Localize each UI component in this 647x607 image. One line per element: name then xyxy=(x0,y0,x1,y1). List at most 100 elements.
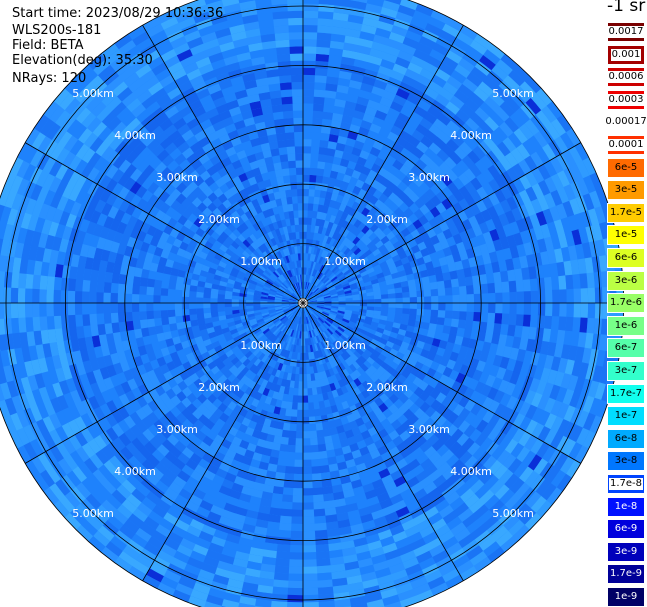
data-cell xyxy=(303,24,319,33)
data-cell xyxy=(600,318,610,336)
data-cell xyxy=(505,424,520,440)
data-cell xyxy=(306,373,312,382)
data-cell xyxy=(380,361,390,371)
data-cell xyxy=(316,280,323,288)
data-cell xyxy=(416,340,425,350)
data-cell xyxy=(519,255,529,269)
data-cell xyxy=(417,241,427,252)
data-cell xyxy=(403,158,416,171)
data-cell xyxy=(272,579,289,588)
data-cell xyxy=(535,265,545,279)
data-cell xyxy=(302,587,319,596)
data-cell xyxy=(297,395,303,403)
data-cell xyxy=(345,214,354,223)
data-cell xyxy=(389,348,399,357)
data-cell xyxy=(397,328,407,337)
data-cell xyxy=(571,229,582,246)
data-cell xyxy=(563,330,573,347)
data-cell xyxy=(307,275,311,283)
data-cell xyxy=(389,70,406,82)
data-cell xyxy=(347,262,355,270)
data-cell xyxy=(322,258,329,266)
data-cell xyxy=(361,352,370,361)
data-cell xyxy=(412,175,425,188)
data-cell xyxy=(438,62,455,77)
data-cell xyxy=(328,326,335,334)
data-cell xyxy=(366,153,378,164)
data-cell xyxy=(302,409,309,418)
data-cell xyxy=(464,181,477,195)
data-cell xyxy=(388,31,406,44)
data-cell xyxy=(68,314,77,328)
data-cell xyxy=(374,303,382,308)
data-cell xyxy=(273,572,289,581)
data-cell xyxy=(312,501,325,510)
data-cell xyxy=(11,271,20,289)
data-cell xyxy=(182,314,191,322)
data-cell xyxy=(340,121,352,131)
data-cell xyxy=(358,89,372,100)
data-cell xyxy=(96,280,105,293)
data-cell xyxy=(419,36,437,50)
data-cell xyxy=(420,349,430,359)
data-cell xyxy=(349,0,368,11)
data-cell xyxy=(308,307,314,314)
data-cell xyxy=(461,155,476,169)
data-cell xyxy=(565,459,581,479)
data-cell xyxy=(387,311,396,318)
data-cell xyxy=(416,290,424,298)
data-cell xyxy=(307,203,314,211)
data-cell xyxy=(332,112,344,122)
data-cell xyxy=(438,339,448,350)
data-cell xyxy=(433,354,443,365)
data-cell xyxy=(348,320,357,327)
data-cell xyxy=(310,444,319,453)
data-cell xyxy=(389,236,399,245)
data-cell xyxy=(328,134,339,143)
data-cell xyxy=(474,126,489,142)
data-cell xyxy=(315,61,329,70)
data-cell xyxy=(302,438,311,446)
data-cell xyxy=(584,332,594,350)
data-cell xyxy=(324,442,335,451)
data-cell xyxy=(436,231,447,243)
data-cell xyxy=(308,409,315,417)
data-cell xyxy=(502,453,517,470)
data-cell xyxy=(488,343,499,356)
data-cell xyxy=(375,240,384,249)
data-cell xyxy=(452,303,460,312)
data-cell xyxy=(373,34,390,46)
data-cell xyxy=(391,370,401,380)
data-cell xyxy=(447,181,459,195)
data-cell xyxy=(578,227,589,245)
data-cell xyxy=(359,149,371,160)
data-cell xyxy=(325,280,332,287)
data-cell xyxy=(473,284,481,295)
data-cell xyxy=(338,275,347,282)
data-cell xyxy=(452,177,465,191)
data-cell xyxy=(307,282,311,290)
data-cell xyxy=(413,326,422,335)
data-cell xyxy=(428,142,442,155)
data-cell xyxy=(316,296,324,300)
data-cell xyxy=(322,290,330,295)
data-cell xyxy=(316,579,333,588)
data-cell xyxy=(512,413,526,429)
data-cell xyxy=(53,302,61,317)
data-cell xyxy=(325,155,335,164)
data-cell xyxy=(529,213,541,229)
data-cell xyxy=(550,400,563,417)
data-cell xyxy=(139,310,147,321)
data-cell xyxy=(487,400,500,414)
data-cell xyxy=(329,40,345,50)
data-cell xyxy=(336,287,344,293)
data-cell xyxy=(438,29,457,45)
data-cell xyxy=(465,247,476,260)
data-cell xyxy=(307,267,311,276)
data-cell xyxy=(480,384,492,398)
data-cell xyxy=(310,301,318,303)
data-cell xyxy=(367,303,375,307)
data-cell xyxy=(303,174,311,182)
data-cell xyxy=(563,405,576,423)
data-cell xyxy=(318,283,326,290)
